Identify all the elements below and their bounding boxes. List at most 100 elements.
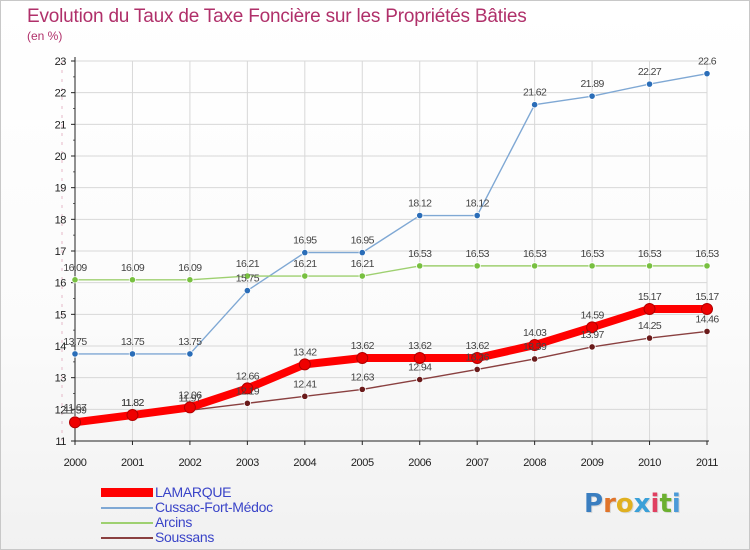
axes	[61, 57, 709, 445]
x-tick-label: 2002	[178, 457, 201, 469]
legend-swatch	[101, 522, 153, 524]
data-label: 11.67	[64, 402, 87, 414]
legend-swatch	[101, 488, 153, 497]
data-label: 16.53	[466, 248, 490, 260]
data-label: 15.17	[695, 291, 719, 303]
series-points	[69, 70, 713, 429]
data-label: 14.46	[695, 313, 719, 325]
x-tick-label: 2008	[523, 457, 546, 469]
data-label: 14.59	[580, 309, 604, 321]
data-label: 18.12	[408, 198, 432, 210]
data-label: 12.94	[408, 362, 432, 374]
unit-label: (en %)	[27, 29, 63, 43]
data-label: 16.21	[293, 258, 317, 270]
data-point	[413, 352, 426, 365]
data-point	[645, 262, 654, 270]
x-tick-label: 2009	[581, 457, 604, 469]
data-point	[471, 352, 484, 365]
data-point	[701, 302, 713, 315]
data-label: 12.66	[236, 370, 260, 382]
data-point	[531, 355, 539, 363]
data-label: 16.53	[408, 248, 432, 260]
series-line	[74, 265, 708, 281]
data-label: 16.09	[121, 262, 145, 274]
data-label: 11.82	[121, 397, 144, 409]
data-point	[588, 343, 596, 351]
data-point	[301, 392, 309, 400]
y-tick-label: 20	[55, 151, 67, 163]
data-point	[416, 262, 424, 270]
data-point	[416, 211, 424, 220]
data-label: 13.97	[580, 329, 604, 341]
data-label: 13.26	[466, 351, 490, 363]
data-point	[186, 350, 194, 358]
data-point	[473, 365, 481, 374]
data-label: 22.6	[698, 56, 717, 68]
x-tick-label: 2006	[408, 457, 431, 469]
data-point	[643, 302, 656, 315]
data-label: 12.41	[293, 378, 317, 390]
y-tick-label: 11	[55, 436, 66, 448]
x-tick-label: 2001	[121, 457, 144, 469]
data-point	[69, 416, 81, 429]
data-point	[703, 70, 711, 78]
proxiti-logo: Proxiti	[584, 489, 681, 519]
data-label: 16.53	[638, 248, 662, 260]
data-point	[588, 92, 596, 100]
data-point	[645, 80, 654, 88]
data-label: 16.21	[236, 258, 260, 270]
legend-swatch	[101, 537, 153, 539]
data-point	[703, 327, 711, 336]
data-label: 12.63	[351, 371, 375, 383]
data-label: 11.59	[64, 404, 87, 416]
y-tick-label: 12	[55, 404, 67, 416]
data-point	[528, 339, 541, 352]
data-point	[703, 262, 711, 270]
data-point	[71, 276, 79, 284]
data-point	[586, 321, 599, 334]
data-label: 16.09	[178, 262, 202, 274]
data-point	[531, 262, 539, 270]
data-label: 14.25	[638, 320, 662, 332]
logo-letter: P	[584, 489, 604, 519]
data-label: 13.75	[63, 336, 87, 348]
data-point	[186, 276, 194, 284]
data-label: 15.75	[236, 273, 260, 285]
logo-letter: r	[603, 489, 616, 519]
data-point	[531, 101, 539, 109]
data-point	[243, 399, 251, 407]
x-tick-label: 2000	[64, 457, 87, 469]
data-point	[241, 382, 254, 395]
logo-letter: x	[633, 489, 651, 519]
data-point	[356, 352, 369, 365]
data-label: 13.62	[466, 340, 490, 352]
data-label: 14.03	[523, 327, 547, 339]
data-label: 12.19	[236, 385, 260, 397]
data-point	[473, 262, 481, 270]
data-point	[128, 350, 137, 358]
legend-label: Soussans	[155, 529, 215, 545]
data-point	[128, 276, 137, 284]
data-labels: 11.59 11.82 12.06 12.66 13.42 13.62 13.62 13.62…	[63, 56, 720, 417]
data-label: 15.17	[638, 291, 662, 303]
data-label: 16.95	[351, 235, 375, 247]
grid-lines	[74, 60, 708, 442]
data-point	[358, 385, 366, 393]
data-label: 16.53	[523, 248, 547, 260]
data-point	[301, 248, 309, 257]
data-label: 16.21	[351, 258, 375, 270]
data-label: 16.53	[580, 248, 604, 260]
x-tick-label: 2010	[638, 457, 661, 469]
data-point	[243, 272, 251, 280]
data-point	[126, 409, 139, 422]
data-point	[588, 262, 596, 270]
data-label: 13.62	[408, 340, 432, 352]
y-tick-label: 18	[55, 214, 67, 226]
data-label: 13.75	[178, 336, 202, 348]
data-point	[416, 375, 424, 384]
data-label: 13.62	[351, 340, 375, 352]
data-label: 22.27	[638, 66, 662, 78]
tick-labels: 11 12 13 14 15 16 17 18 19 20 21 22 23 2000 2001 2002 20…	[55, 56, 719, 469]
data-label: 16.53	[695, 248, 719, 260]
